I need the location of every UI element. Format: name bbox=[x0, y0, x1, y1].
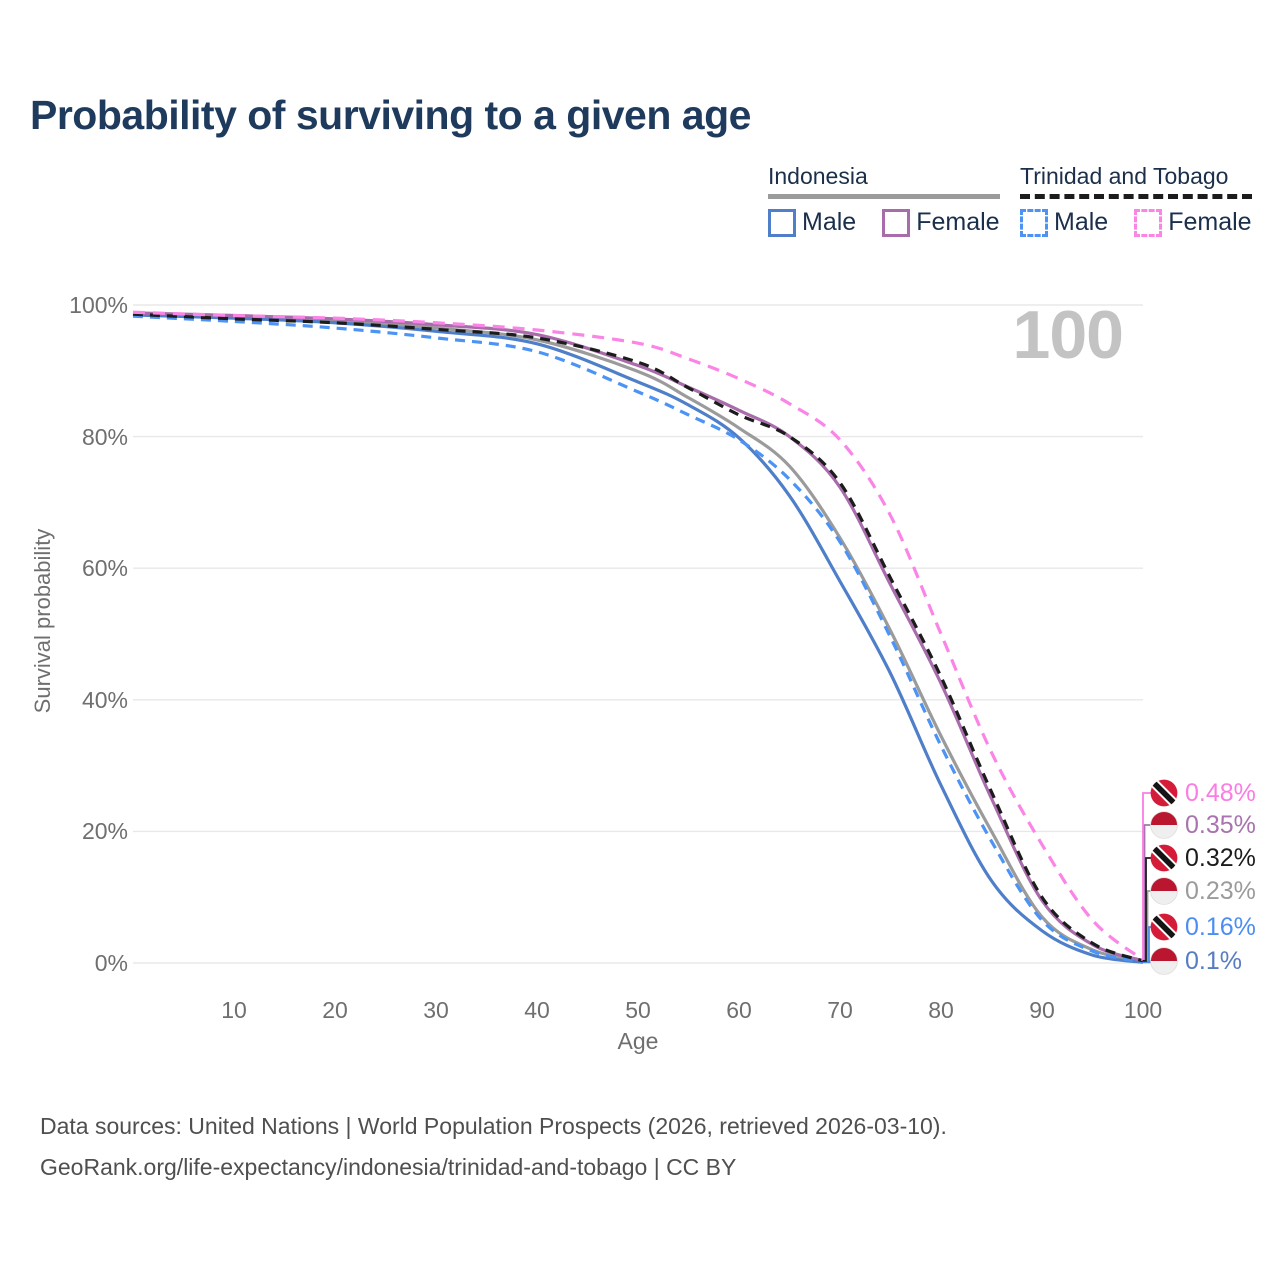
end-connector-trinidad-and-tobago-overall bbox=[1143, 857, 1151, 962]
line-indonesia-male bbox=[132, 313, 1144, 964]
legend-item-trinidad-female[interactable]: Female bbox=[1134, 208, 1252, 237]
x-tick-30: 30 bbox=[423, 997, 449, 1023]
end-label-trinidad-and-tobago-male: 0.16% bbox=[1150, 912, 1256, 942]
line-trinidad-and-tobago-overall bbox=[132, 312, 1144, 963]
end-value-text: 0.1% bbox=[1185, 946, 1242, 975]
y-tick-20%: 20% bbox=[81, 818, 128, 845]
end-connector-trinidad-and-tobago-female bbox=[1142, 792, 1151, 960]
indonesia-male-swatch-icon bbox=[768, 208, 796, 237]
line-trinidad-and-tobago-female bbox=[132, 310, 1144, 962]
end-connector-trinidad-and-tobago-male bbox=[1143, 926, 1151, 963]
x-tick-40: 40 bbox=[524, 997, 550, 1023]
line-trinidad-and-tobago-male bbox=[132, 314, 1144, 964]
legend-item-trinidad-male[interactable]: Male bbox=[1020, 208, 1108, 237]
x-axis-title: Age bbox=[617, 1028, 659, 1054]
legend-country-indonesia: Indonesia bbox=[768, 163, 868, 189]
legend-label-indonesia-male: Male bbox=[802, 208, 857, 236]
y-tick-80%: 80% bbox=[81, 423, 128, 450]
end-label-indonesia-overall: 0.23% bbox=[1150, 876, 1256, 906]
x-tick-50: 50 bbox=[625, 997, 651, 1023]
x-tick-10: 10 bbox=[221, 997, 247, 1023]
legend-label-indonesia-female: Female bbox=[916, 208, 1000, 236]
indonesia-flag-icon bbox=[1150, 877, 1178, 905]
footer-attribution: GeoRank.org/life-expectancy/indonesia/tr… bbox=[40, 1154, 737, 1180]
trinidad-male-swatch-icon bbox=[1020, 208, 1048, 237]
legend-label-trinidad-male: Male bbox=[1054, 208, 1109, 236]
legend-line-sample-trinidad-and-tobago bbox=[1020, 194, 1252, 199]
legend-item-indonesia-male[interactable]: Male bbox=[768, 208, 856, 237]
x-tick-70: 70 bbox=[827, 997, 853, 1023]
end-value-text: 0.32% bbox=[1185, 843, 1256, 872]
indonesia-flag-icon bbox=[1150, 811, 1178, 839]
indonesia-female-swatch-icon bbox=[882, 208, 911, 237]
footer: Data sources: United Nations | World Pop… bbox=[40, 1106, 947, 1188]
x-tick-80: 80 bbox=[928, 997, 954, 1023]
end-label-indonesia-female: 0.35% bbox=[1150, 810, 1256, 840]
footer-data-sources: Data sources: United Nations | World Pop… bbox=[40, 1113, 947, 1139]
end-value-text: 0.23% bbox=[1185, 876, 1256, 905]
trinidad-female-swatch-icon bbox=[1134, 208, 1163, 237]
trinidad-and-tobago-flag-icon bbox=[1150, 913, 1178, 941]
indonesia-flag-icon bbox=[1150, 947, 1178, 975]
end-value-text: 0.35% bbox=[1185, 810, 1256, 839]
x-tick-20: 20 bbox=[322, 997, 348, 1023]
age-counter-watermark: 100 bbox=[1012, 297, 1124, 373]
trinidad-and-tobago-flag-icon bbox=[1150, 844, 1178, 872]
y-tick-60%: 60% bbox=[81, 555, 128, 582]
legend-label-trinidad-female: Female bbox=[1168, 208, 1252, 236]
trinidad-and-tobago-flag-icon bbox=[1150, 779, 1178, 807]
x-tick-90: 90 bbox=[1029, 997, 1055, 1023]
y-tick-0%: 0% bbox=[94, 950, 128, 976]
end-value-text: 0.48% bbox=[1185, 778, 1256, 807]
y-tick-100%: 100% bbox=[69, 292, 128, 318]
y-tick-40%: 40% bbox=[81, 686, 128, 713]
end-label-indonesia-male: 0.1% bbox=[1150, 946, 1242, 976]
legend-group-indonesia: Indonesia Male Female bbox=[768, 163, 1000, 237]
x-tick-60: 60 bbox=[726, 997, 752, 1023]
line-indonesia-overall bbox=[132, 311, 1144, 964]
end-label-trinidad-and-tobago-female: 0.48% bbox=[1150, 778, 1256, 808]
line-indonesia-female bbox=[132, 311, 1144, 963]
legend-line-sample-indonesia bbox=[768, 194, 1000, 199]
legend-country-trinidad-and-tobago: Trinidad and Tobago bbox=[1020, 163, 1229, 189]
end-value-text: 0.16% bbox=[1185, 912, 1256, 941]
page-title: Probability of surviving to a given age bbox=[30, 92, 751, 138]
end-label-trinidad-and-tobago-overall: 0.32% bbox=[1150, 843, 1256, 873]
x-tick-100: 100 bbox=[1123, 997, 1163, 1023]
legend-group-trinidad-and-tobago: Trinidad and Tobago Male Female bbox=[1020, 163, 1252, 237]
legend-item-indonesia-female[interactable]: Female bbox=[882, 208, 1000, 237]
